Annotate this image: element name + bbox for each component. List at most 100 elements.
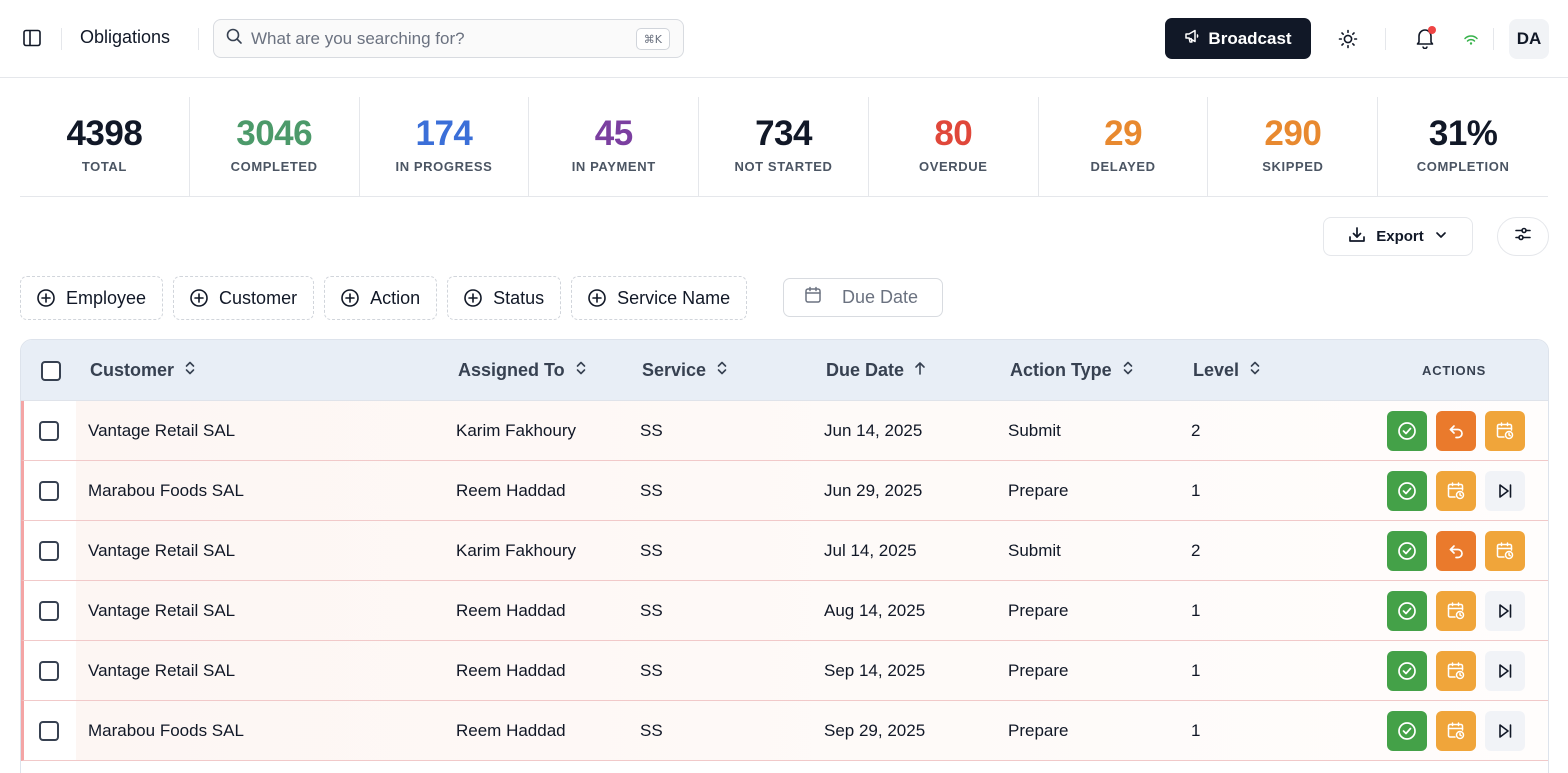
skip-button[interactable]	[1485, 471, 1525, 511]
notifications-bell-icon[interactable]	[1411, 24, 1439, 52]
sort-updown-icon	[575, 360, 587, 381]
stats-bar: 4398 TOTAL 3046 COMPLETED 174 IN PROGRESS 4…	[20, 97, 1548, 197]
column-header-action-type[interactable]: Action Type	[1010, 340, 1134, 401]
stat-label: NOT STARTED	[734, 159, 833, 174]
sidebar-toggle-icon[interactable]	[20, 26, 44, 50]
row-checkbox[interactable]	[39, 721, 59, 741]
undo-arrow-icon	[1446, 421, 1466, 441]
approve-button[interactable]	[1387, 711, 1427, 751]
cell-customer: Marabou Foods SAL	[88, 481, 244, 500]
revert-button[interactable]	[1436, 411, 1476, 451]
cell-action-type: Prepare	[1008, 661, 1069, 680]
table-body: Vantage Retail SAL Karim Fakhoury SS Jun 14…	[21, 401, 1548, 761]
row-checkbox[interactable]	[39, 481, 59, 501]
divider	[198, 28, 199, 50]
stat-value: 3046	[236, 114, 313, 153]
search-shortcut-badge: ⌘K	[635, 28, 670, 50]
chevron-down-icon	[1434, 228, 1448, 246]
table-row[interactable]: Marabou Foods SAL Reem Haddad SS Jun 29, 20…	[21, 461, 1548, 521]
stat-value: 174	[415, 114, 473, 153]
column-header-due-date[interactable]: Due Date	[826, 340, 926, 401]
row-checkbox[interactable]	[39, 421, 59, 441]
approve-button[interactable]	[1387, 651, 1427, 691]
calendar-icon	[804, 286, 822, 309]
row-checkbox-cell	[39, 641, 59, 701]
table-row[interactable]: Marabou Foods SAL Reem Haddad SS Sep 29, 20…	[21, 701, 1548, 761]
notification-dot	[1428, 26, 1436, 34]
approve-button[interactable]	[1387, 531, 1427, 571]
table-row[interactable]: Vantage Retail SAL Reem Haddad SS Sep 14, 2…	[21, 641, 1548, 701]
filter-customer[interactable]: Customer	[173, 276, 315, 320]
sort-updown-icon	[1249, 360, 1261, 381]
column-header-service[interactable]: Service	[642, 340, 728, 401]
filter-action[interactable]: Action	[324, 276, 438, 320]
user-avatar[interactable]: DA	[1509, 19, 1549, 59]
table-row[interactable]: Vantage Retail SAL Reem Haddad SS Aug 14, 2…	[21, 581, 1548, 641]
sort-updown-icon	[184, 360, 196, 381]
divider	[1493, 28, 1494, 50]
skip-forward-icon	[1495, 721, 1515, 741]
theme-toggle-sun-icon[interactable]	[1334, 25, 1362, 53]
cell-action-type: Prepare	[1008, 601, 1069, 620]
column-header-actions: ACTIONS	[1422, 363, 1487, 378]
filter-service-name[interactable]: Service Name	[571, 276, 748, 320]
row-checkbox-cell	[39, 581, 59, 641]
cell-customer: Vantage Retail SAL	[88, 421, 236, 440]
revert-button[interactable]	[1436, 531, 1476, 571]
stat-completed: 3046 COMPLETED	[190, 97, 360, 197]
approve-button[interactable]	[1387, 591, 1427, 631]
cell-level: 1	[1191, 481, 1201, 500]
stat-label: DELAYED	[1090, 159, 1156, 174]
cell-assigned-to: Reem Haddad	[456, 721, 566, 740]
row-checkbox[interactable]	[39, 601, 59, 621]
approve-button[interactable]	[1387, 411, 1427, 451]
reschedule-button[interactable]	[1436, 591, 1476, 631]
reschedule-button[interactable]	[1436, 711, 1476, 751]
table-row[interactable]: Vantage Retail SAL Karim Fakhoury SS Jun 14…	[21, 401, 1548, 461]
reschedule-button[interactable]	[1436, 651, 1476, 691]
cell-assigned-to: Reem Haddad	[456, 601, 566, 620]
table-row[interactable]: Vantage Retail SAL Karim Fakhoury SS Jul 14…	[21, 521, 1548, 581]
stat-label: OVERDUE	[919, 159, 988, 174]
approve-button[interactable]	[1387, 471, 1427, 511]
row-checkbox[interactable]	[39, 541, 59, 561]
column-header-customer[interactable]: Customer	[90, 340, 196, 401]
skip-button[interactable]	[1485, 711, 1525, 751]
export-button[interactable]: Export	[1323, 217, 1473, 256]
filter-status[interactable]: Status	[447, 276, 562, 320]
row-checkbox-cell	[39, 521, 59, 581]
due-date-filter[interactable]: Due Date	[783, 278, 943, 317]
cell-service: SS	[640, 541, 663, 560]
plus-circle-icon	[463, 288, 483, 308]
search-icon	[226, 28, 243, 50]
reschedule-button[interactable]	[1485, 411, 1525, 451]
skip-button[interactable]	[1485, 591, 1525, 631]
stat-label: TOTAL	[81, 159, 127, 174]
broadcast-label: Broadcast	[1208, 28, 1292, 48]
row-checkbox[interactable]	[39, 661, 59, 681]
reschedule-button[interactable]	[1436, 471, 1476, 511]
column-header-assigned-to[interactable]: Assigned To	[458, 340, 587, 401]
view-settings-button[interactable]	[1497, 217, 1549, 256]
skip-button[interactable]	[1485, 651, 1525, 691]
plus-circle-icon	[36, 288, 56, 308]
select-all-checkbox[interactable]	[41, 360, 61, 381]
cell-action-type: Prepare	[1008, 721, 1069, 740]
row-checkbox-cell	[39, 461, 59, 521]
filter-label: Customer	[219, 287, 298, 308]
calendar-clock-icon	[1446, 721, 1466, 741]
column-header-level[interactable]: Level	[1193, 340, 1261, 401]
export-label: Export	[1376, 228, 1424, 245]
check-circle-icon	[1397, 481, 1417, 501]
filter-employee[interactable]: Employee	[20, 276, 164, 320]
stat-value: 45	[594, 114, 633, 153]
calendar-clock-icon	[1446, 601, 1466, 621]
search-input[interactable]	[251, 28, 621, 49]
broadcast-button[interactable]: Broadcast	[1165, 18, 1311, 59]
search-box[interactable]: ⌘K	[213, 19, 684, 58]
check-circle-icon	[1397, 601, 1417, 621]
reschedule-button[interactable]	[1485, 531, 1525, 571]
undo-arrow-icon	[1446, 541, 1466, 561]
check-circle-icon	[1397, 661, 1417, 681]
stat-value: 31%	[1428, 114, 1498, 153]
